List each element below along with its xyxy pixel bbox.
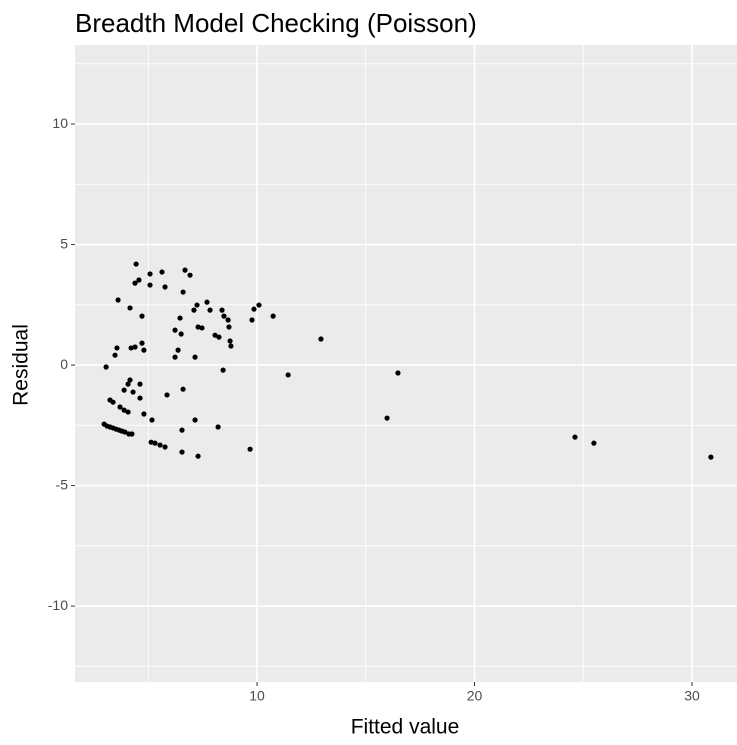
point <box>194 302 200 308</box>
point <box>195 453 201 459</box>
point <box>149 417 155 423</box>
point <box>162 284 168 290</box>
point <box>159 269 165 275</box>
point <box>204 299 210 305</box>
point <box>147 271 153 277</box>
point <box>132 280 138 286</box>
point <box>572 434 578 440</box>
point <box>148 439 154 445</box>
point <box>136 277 142 283</box>
y-tick-label: -10 <box>48 597 68 613</box>
plot-background <box>75 45 737 682</box>
point <box>139 313 145 319</box>
point <box>225 317 231 323</box>
point <box>103 364 109 370</box>
x-tick-label: 20 <box>467 688 483 704</box>
x-tick-label: 30 <box>684 688 700 704</box>
point <box>122 429 128 435</box>
point <box>226 324 232 330</box>
point <box>121 407 127 413</box>
x-axis-label: Fitted value <box>351 716 460 739</box>
point <box>114 345 120 351</box>
point <box>395 370 401 376</box>
point <box>128 345 134 351</box>
point <box>112 352 118 358</box>
point <box>212 332 218 338</box>
y-tick-label: 10 <box>52 115 68 131</box>
chart-title: Breadth Model Checking (Poisson) <box>75 8 477 38</box>
point <box>164 392 170 398</box>
point <box>141 411 147 417</box>
point <box>192 354 198 360</box>
point <box>175 347 181 353</box>
point <box>247 446 253 452</box>
point <box>121 387 127 393</box>
point <box>127 377 133 383</box>
point <box>199 325 205 331</box>
point <box>187 272 193 278</box>
point <box>591 440 597 446</box>
point <box>270 313 276 319</box>
point <box>195 324 201 330</box>
point <box>180 289 186 295</box>
point <box>133 261 139 267</box>
point <box>220 367 226 373</box>
point <box>227 338 233 344</box>
point <box>139 340 145 346</box>
point <box>708 454 714 460</box>
point <box>157 442 163 448</box>
point <box>117 404 123 410</box>
point <box>191 307 197 313</box>
y-axis-label: Residual <box>10 324 33 406</box>
y-tick-label: -5 <box>56 476 69 492</box>
point <box>177 315 183 321</box>
point <box>256 302 262 308</box>
point <box>129 431 135 437</box>
point <box>228 343 234 349</box>
point <box>384 415 390 421</box>
point <box>115 297 121 303</box>
point <box>110 399 116 405</box>
point <box>137 381 143 387</box>
point <box>141 347 147 353</box>
point <box>251 306 257 312</box>
point <box>192 417 198 423</box>
point <box>172 327 178 333</box>
x-tick-label: 10 <box>249 688 265 704</box>
point <box>152 440 158 446</box>
point <box>179 449 185 455</box>
point <box>182 267 188 273</box>
point <box>125 409 131 415</box>
point <box>172 354 178 360</box>
point <box>207 307 213 313</box>
point <box>127 305 133 311</box>
point <box>130 389 136 395</box>
point <box>249 317 255 323</box>
point <box>132 344 138 350</box>
point <box>162 444 168 450</box>
point <box>179 427 185 433</box>
point <box>221 313 227 319</box>
point <box>285 372 291 378</box>
point <box>216 334 222 340</box>
point <box>125 381 131 387</box>
point <box>147 282 153 288</box>
y-tick-label: 5 <box>60 235 68 251</box>
point <box>137 395 143 401</box>
point <box>219 307 225 313</box>
point <box>318 336 324 342</box>
point <box>180 386 186 392</box>
point <box>215 424 221 430</box>
point <box>178 331 184 337</box>
y-tick-label: 0 <box>60 356 68 372</box>
